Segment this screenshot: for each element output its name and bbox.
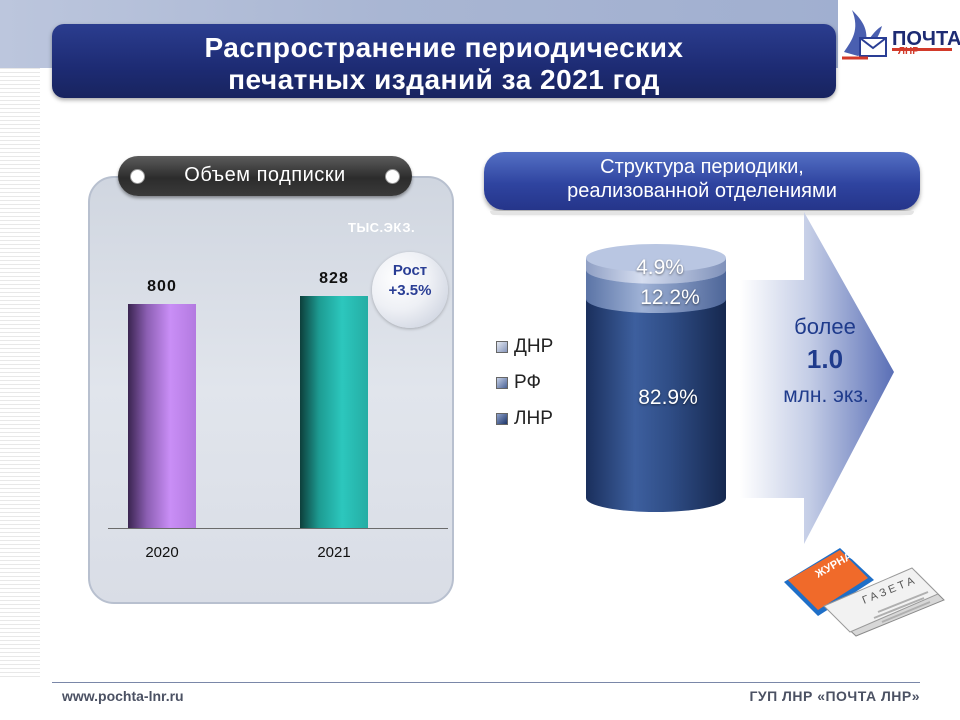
legend-item-rf: РФ <box>496 372 541 394</box>
pill-dot-right-icon <box>385 169 400 184</box>
page-title: Распространение периодических печатных и… <box>52 32 836 96</box>
growth-label: Рост <box>392 262 428 279</box>
footer-line <box>52 682 920 683</box>
dove-envelope-icon <box>842 10 887 60</box>
footer-url: www.pochta-lnr.ru <box>62 688 184 704</box>
logo-subtext: ЛНР <box>898 46 919 57</box>
legend-label-lnr: ЛНР <box>514 408 553 429</box>
cyl-label-lnr: 82.9% <box>638 386 698 409</box>
logo: ПОЧТА ЛНР <box>838 0 960 68</box>
arrow-text-1: более <box>794 314 856 339</box>
title-line-2: печатных изданий за 2021 год <box>228 64 660 95</box>
bar-2020 <box>128 304 196 528</box>
cyl-label-dnr: 4.9% <box>636 256 684 279</box>
pill-label: Объем подписки <box>184 164 346 186</box>
legend-item-lnr: ЛНР <box>496 408 553 430</box>
growth-value: +3.5% <box>388 282 432 299</box>
legend-swatch-rf <box>496 377 508 389</box>
title-line-1: Распространение периодических <box>204 32 684 63</box>
footer-org: ГУП ЛНР «ПОЧТА ЛНР» <box>749 688 920 704</box>
segment-lnr <box>586 299 726 512</box>
bar-2021 <box>300 296 368 528</box>
pill-dot-left-icon <box>130 169 145 184</box>
total-arrow <box>740 212 894 544</box>
newspaper-magazine-icon: ЖУРНАЛ ГАЗЕТА <box>784 546 945 637</box>
legend-swatch-dnr <box>496 341 508 353</box>
logo-text: ПОЧТА <box>892 28 960 50</box>
title-box: Распространение периодических печатных и… <box>52 24 836 98</box>
growth-badge: Рост +3.5% <box>372 252 448 328</box>
x-axis <box>108 528 448 529</box>
units-label: ТЫС.ЭКЗ. <box>348 220 416 235</box>
segment-dnr-cap <box>586 244 726 272</box>
arrow-text-2: 1.0 <box>806 344 844 374</box>
bar-value-label: 800 <box>147 278 177 295</box>
x-tick-label: 2021 <box>317 544 351 561</box>
structure-cylinder-chart <box>586 244 726 512</box>
arrow-text-3: млн. экз. <box>783 384 869 407</box>
subscription-pill: Объем подписки <box>118 156 412 196</box>
legend-swatch-lnr <box>496 413 508 425</box>
x-tick-label: 2020 <box>145 544 179 561</box>
logo-underline <box>892 48 952 51</box>
cyl-label-rf: 12.2% <box>640 286 700 309</box>
structure-title-line-2: реализованной отделениями <box>567 180 837 202</box>
left-stripes <box>0 68 40 678</box>
structure-title-line-1: Структура периодики, <box>600 156 804 178</box>
legend-label-dnr: ДНР <box>514 336 554 357</box>
structure-title-box: Структура периодики, реализованной отдел… <box>484 152 920 215</box>
bar-value-label: 828 <box>319 270 349 288</box>
legend-label-rf: РФ <box>514 372 541 393</box>
legend-item-dnr: ДНР <box>496 336 553 358</box>
